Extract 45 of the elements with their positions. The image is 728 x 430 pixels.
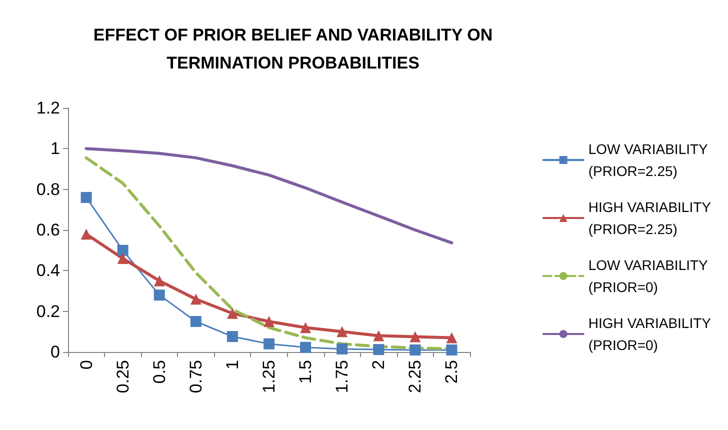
- x-tick-label: 0.5: [150, 360, 169, 384]
- point: [226, 331, 238, 342]
- x-tick-label: 1.75: [332, 360, 352, 394]
- x-tick-label: 0: [76, 360, 96, 370]
- point: [80, 228, 92, 240]
- point: [336, 326, 348, 338]
- point: [300, 342, 312, 353]
- x-tick-label: 1: [222, 360, 242, 370]
- x-tick-label: 0.75: [186, 360, 206, 394]
- point: [190, 316, 202, 327]
- point: [410, 331, 421, 342]
- point: [264, 316, 274, 327]
- x-tick-label: 2.25: [406, 360, 425, 394]
- y-tick-label: 0.2: [36, 302, 60, 321]
- y-tick-label: 0.6: [36, 220, 60, 240]
- legend-label: HIGH VARIABILITY (PRIOR=2.25): [588, 199, 712, 237]
- y-tick-label: 0.8: [36, 180, 60, 199]
- y-tick-label: 1.2: [36, 98, 60, 118]
- point: [336, 343, 348, 354]
- x-tick-label: 0.25: [113, 360, 132, 394]
- x-tick-label: 1.25: [260, 360, 278, 394]
- point: [190, 294, 202, 305]
- point: [154, 290, 165, 301]
- point: [117, 244, 128, 256]
- legend-label: LOW VARIABILITY (PRIOR=0): [588, 257, 709, 295]
- point: [154, 275, 165, 286]
- legend-label: HIGH VARIABILITY (PRIOR=0): [588, 315, 712, 353]
- y-tick-label: 0.4: [36, 261, 60, 280]
- point: [80, 192, 92, 203]
- x-tick-label: 2.5: [442, 360, 462, 384]
- chart-title: EFFECT OF PRIOR BELIEF AND VARIABILITY ON TERMINATION PROBABILITIES: [93, 26, 493, 72]
- x-tick-label: 1.5: [296, 360, 316, 384]
- point: [446, 332, 458, 344]
- point: [264, 338, 274, 350]
- y-tick-label: 1: [50, 139, 60, 158]
- point: [300, 322, 312, 334]
- point: [446, 344, 458, 356]
- point: [226, 308, 238, 319]
- x-tick-label: 2: [369, 360, 388, 370]
- point: [373, 344, 384, 356]
- point: [410, 344, 421, 356]
- point: [373, 330, 384, 342]
- point: [117, 252, 128, 264]
- legend-label: LOW VARIABILITY (PRIOR=2.25): [588, 141, 709, 179]
- line-series: [84, 147, 454, 244]
